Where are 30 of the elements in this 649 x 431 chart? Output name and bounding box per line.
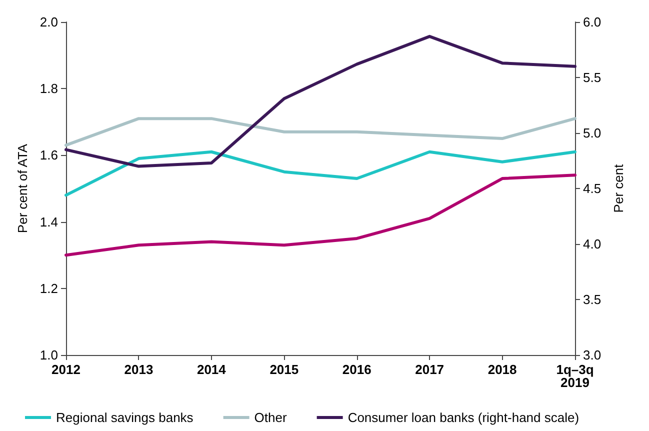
y-tick-label: 1.8: [40, 81, 58, 96]
y2-tick-label: 5.5: [583, 70, 602, 85]
y-axis-title: Per cent of ATA: [15, 144, 30, 234]
legend-label: Other: [254, 410, 288, 425]
line-series: [64, 34, 576, 168]
y-tick-label: 1.6: [40, 148, 58, 163]
y2-axis-title: Per cent: [610, 164, 626, 213]
x-tick-label: 2013: [124, 362, 154, 377]
y-tick-label: 1.2: [40, 280, 58, 296]
y-tick-label: 1.0: [40, 348, 58, 362]
y2-tick-label: 4.5: [583, 181, 602, 196]
legend-label: Consumer loan banks (right-hand scale): [348, 410, 580, 425]
x-tick-label: 2018: [488, 362, 517, 377]
line-series: [64, 117, 576, 147]
y2-tick-label: 5.0: [583, 126, 602, 140]
line-series: [64, 174, 576, 257]
x-tick-label: 2016: [342, 362, 372, 377]
y2-tick-label: 6.0: [583, 14, 602, 30]
y2-tick-label: 3.0: [583, 348, 602, 362]
y-tick-label: 2.0: [40, 14, 58, 30]
x-tick-label: 2017: [415, 362, 444, 377]
line-series: [64, 150, 576, 197]
x-tick-label: 2014: [196, 362, 227, 377]
x-tick-label: 2012: [52, 362, 80, 377]
x-tick-label: 1q–3q 2019: [556, 362, 594, 390]
x-tick-label: 2015: [270, 362, 299, 377]
legend-label: Regional savings banks: [56, 410, 194, 425]
y2-tick-label: 4.0: [583, 236, 602, 252]
y-tick-label: 1.4: [40, 214, 58, 230]
y2-tick-label: 3.5: [583, 292, 602, 307]
